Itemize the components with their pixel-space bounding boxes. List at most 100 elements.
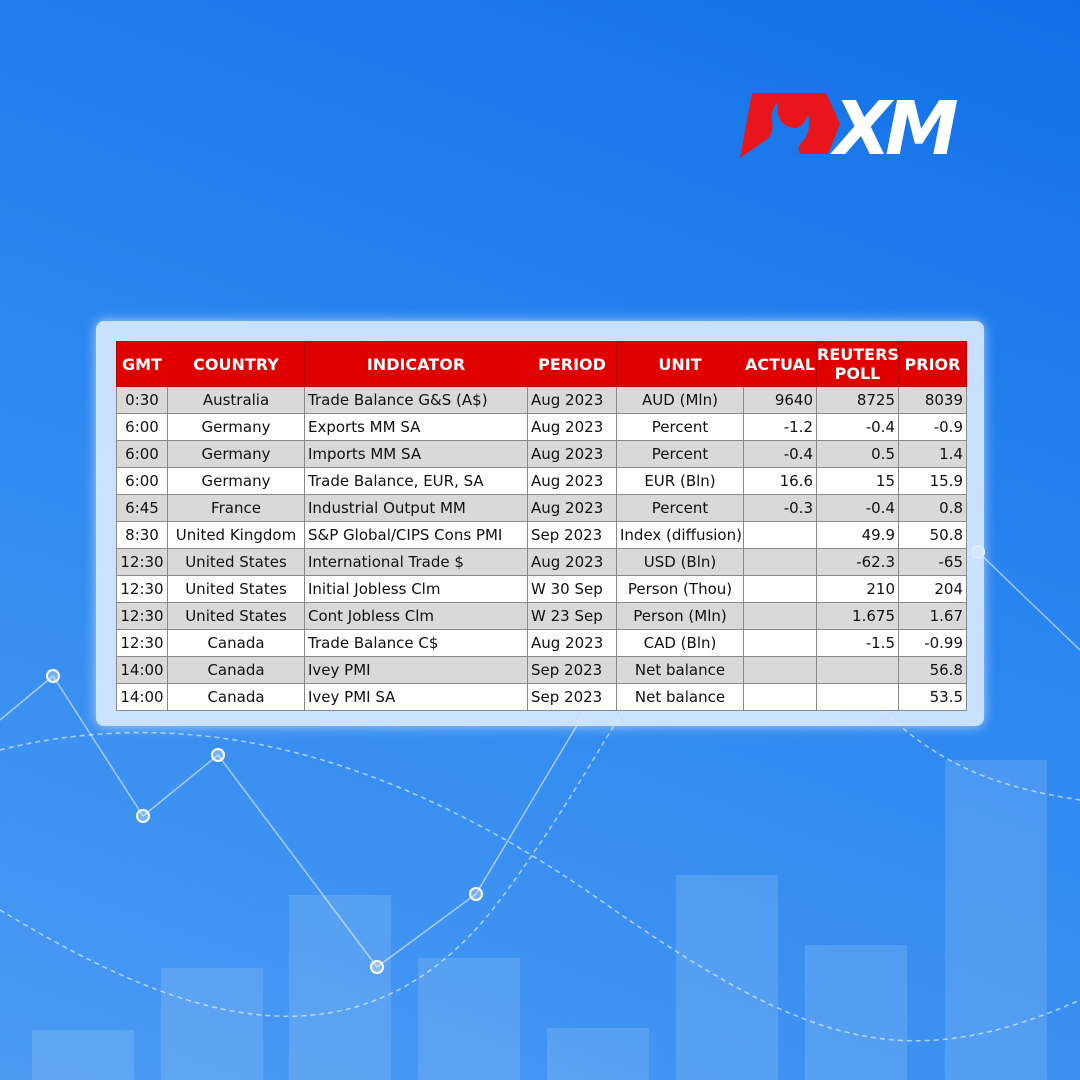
cell-period: Sep 2023 [527,521,617,549]
cell-period: Sep 2023 [527,656,617,684]
cell-prior: -0.99 [898,629,967,657]
cell-period: Aug 2023 [527,386,617,414]
cell-period: Aug 2023 [527,413,617,441]
cell-reuters-poll: -0.4 [816,494,899,522]
cell-reuters-poll: 210 [816,575,899,603]
cell-gmt: 14:00 [116,683,168,711]
column-header-indicator: INDICATOR [304,341,528,387]
cell-gmt: 8:30 [116,521,168,549]
cell-actual: 16.6 [743,467,817,495]
cell-reuters-poll: 15 [816,467,899,495]
cell-gmt: 12:30 [116,602,168,630]
cell-indicator: Trade Balance, EUR, SA [304,467,528,495]
cell-prior: 0.8 [898,494,967,522]
column-header-unit: UNIT [616,341,744,387]
cell-gmt: 6:00 [116,413,168,441]
cell-period: Aug 2023 [527,467,617,495]
cell-unit: Percent [616,440,744,468]
cell-prior: 204 [898,575,967,603]
cell-prior: -65 [898,548,967,576]
cell-indicator: Cont Jobless Clm [304,602,528,630]
cell-unit: Person (Mln) [616,602,744,630]
cell-prior: 1.67 [898,602,967,630]
cell-actual [743,683,817,711]
cell-gmt: 12:30 [116,575,168,603]
column-header-period: PERIOD [527,341,617,387]
table-row: 14:00 Canada Ivey PMI Sep 2023 Net balance 56… [116,656,967,684]
cell-unit: CAD (Bln) [616,629,744,657]
cell-period: W 30 Sep [527,575,617,603]
cell-indicator: International Trade $ [304,548,528,576]
cell-country: Germany [167,467,305,495]
cell-gmt: 6:45 [116,494,168,522]
cell-indicator: Ivey PMI SA [304,683,528,711]
table-header: GMT COUNTRY INDICATOR PERIOD UNIT ACTUAL REUTE… [116,341,967,387]
cell-actual [743,521,817,549]
cell-unit: Percent [616,494,744,522]
table-row: 12:30 United States Initial Jobless Clm W 3… [116,575,967,603]
cell-period: Aug 2023 [527,548,617,576]
table-row: 8:30 United Kingdom S&P Global/CIPS Cons P… [116,521,967,549]
column-header-country: COUNTRY [167,341,305,387]
cell-indicator: Trade Balance G&S (A$) [304,386,528,414]
cell-gmt: 12:30 [116,629,168,657]
cell-period: Aug 2023 [527,494,617,522]
table-row: 6:00 Germany Imports MM SA Aug 2023 Percent -… [116,440,967,468]
cell-country: Canada [167,629,305,657]
cell-gmt: 12:30 [116,548,168,576]
cell-reuters-poll: -62.3 [816,548,899,576]
column-header-prior: PRIOR [898,341,967,387]
table-row: 14:00 Canada Ivey PMI SA Sep 2023 Net balanc… [116,683,967,711]
cell-indicator: Initial Jobless Clm [304,575,528,603]
cell-country: United Kingdom [167,521,305,549]
cell-indicator: S&P Global/CIPS Cons PMI [304,521,528,549]
economic-calendar-table: GMT COUNTRY INDICATOR PERIOD UNIT ACTUAL REUTE… [116,341,967,711]
cell-prior: 53.5 [898,683,967,711]
cell-prior: 56.8 [898,656,967,684]
cell-unit: Person (Thou) [616,575,744,603]
table-row: 12:30 United States International Trade $ A… [116,548,967,576]
cell-indicator: Trade Balance C$ [304,629,528,657]
cell-reuters-poll: 8725 [816,386,899,414]
cell-actual [743,602,817,630]
cell-actual [743,548,817,576]
table-row: 6:00 Germany Exports MM SA Aug 2023 Percent -… [116,413,967,441]
cell-reuters-poll [816,683,899,711]
cell-country: Canada [167,656,305,684]
cell-gmt: 6:00 [116,440,168,468]
cell-actual: -0.4 [743,440,817,468]
cell-reuters-poll: 49.9 [816,521,899,549]
cell-gmt: 0:30 [116,386,168,414]
table-row: 6:45 France Industrial Output MM Aug 2023 Pe… [116,494,967,522]
cell-indicator: Imports MM SA [304,440,528,468]
cell-period: W 23 Sep [527,602,617,630]
cell-actual: 9640 [743,386,817,414]
cell-unit: AUD (Mln) [616,386,744,414]
cell-unit: Net balance [616,683,744,711]
cell-reuters-poll: 1.675 [816,602,899,630]
cell-prior: 1.4 [898,440,967,468]
cell-country: Canada [167,683,305,711]
cell-actual [743,629,817,657]
cell-unit: Net balance [616,656,744,684]
column-header-gmt: GMT [116,341,168,387]
column-header-reuters-poll: REUTERS POLL [816,341,899,387]
cell-indicator: Exports MM SA [304,413,528,441]
table-row: 6:00 Germany Trade Balance, EUR, SA Aug 202… [116,467,967,495]
cell-prior: 8039 [898,386,967,414]
cell-actual: -0.3 [743,494,817,522]
cell-actual: -1.2 [743,413,817,441]
table-row: 12:30 United States Cont Jobless Clm W 23 S… [116,602,967,630]
cell-unit: USD (Bln) [616,548,744,576]
cell-unit: EUR (Bln) [616,467,744,495]
cell-country: United States [167,575,305,603]
cell-actual [743,575,817,603]
cell-reuters-poll: -1.5 [816,629,899,657]
cell-indicator: Industrial Output MM [304,494,528,522]
cell-country: Germany [167,413,305,441]
column-header-actual: ACTUAL [743,341,817,387]
table-row: 0:30 Australia Trade Balance G&S (A$) Aug 2… [116,386,967,414]
cell-country: Australia [167,386,305,414]
cell-indicator: Ivey PMI [304,656,528,684]
